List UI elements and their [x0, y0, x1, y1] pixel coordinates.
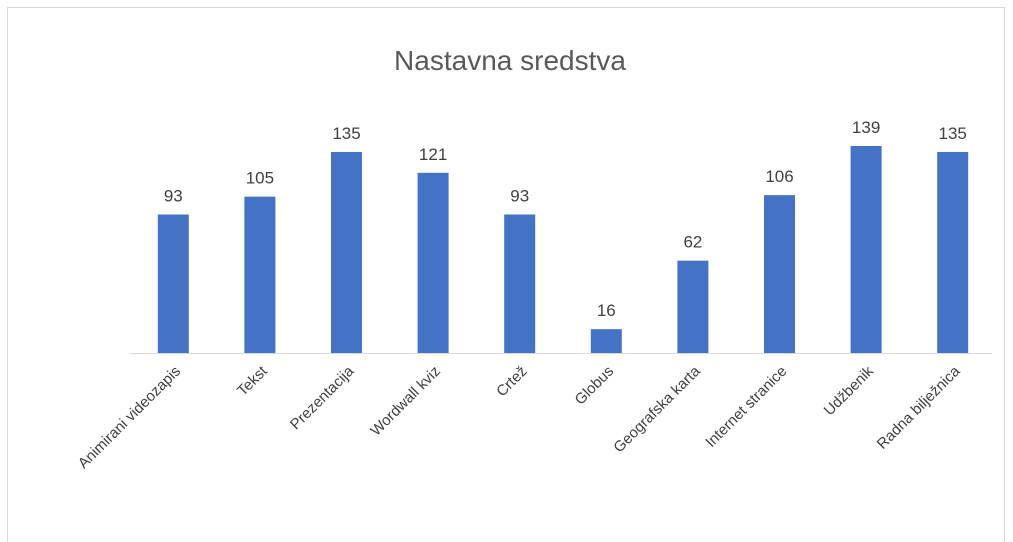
data-label: 16: [597, 301, 616, 320]
data-label: 135: [939, 124, 967, 143]
bar: [244, 196, 276, 353]
data-label: 93: [164, 187, 183, 206]
data-label: 62: [683, 233, 702, 252]
data-label: 106: [765, 167, 793, 186]
bar: [157, 214, 189, 353]
bar: [504, 214, 536, 353]
data-label: 135: [332, 124, 360, 143]
bar: [937, 151, 969, 353]
bar: [590, 329, 622, 353]
bar: [764, 195, 795, 353]
bar: [677, 260, 709, 353]
data-label: 105: [246, 169, 274, 188]
data-label: 93: [510, 187, 529, 206]
bar: [417, 172, 449, 353]
bar: [850, 146, 882, 353]
bar: [331, 151, 362, 353]
data-label: 139: [852, 118, 880, 137]
chart-title: Nastavna sredstva: [394, 45, 626, 76]
data-label: 121: [419, 145, 447, 164]
